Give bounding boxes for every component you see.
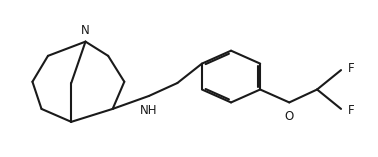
Text: O: O [285,110,294,123]
Text: NH: NH [140,104,158,117]
Text: F: F [347,62,354,75]
Text: F: F [347,104,354,117]
Text: N: N [81,24,90,37]
